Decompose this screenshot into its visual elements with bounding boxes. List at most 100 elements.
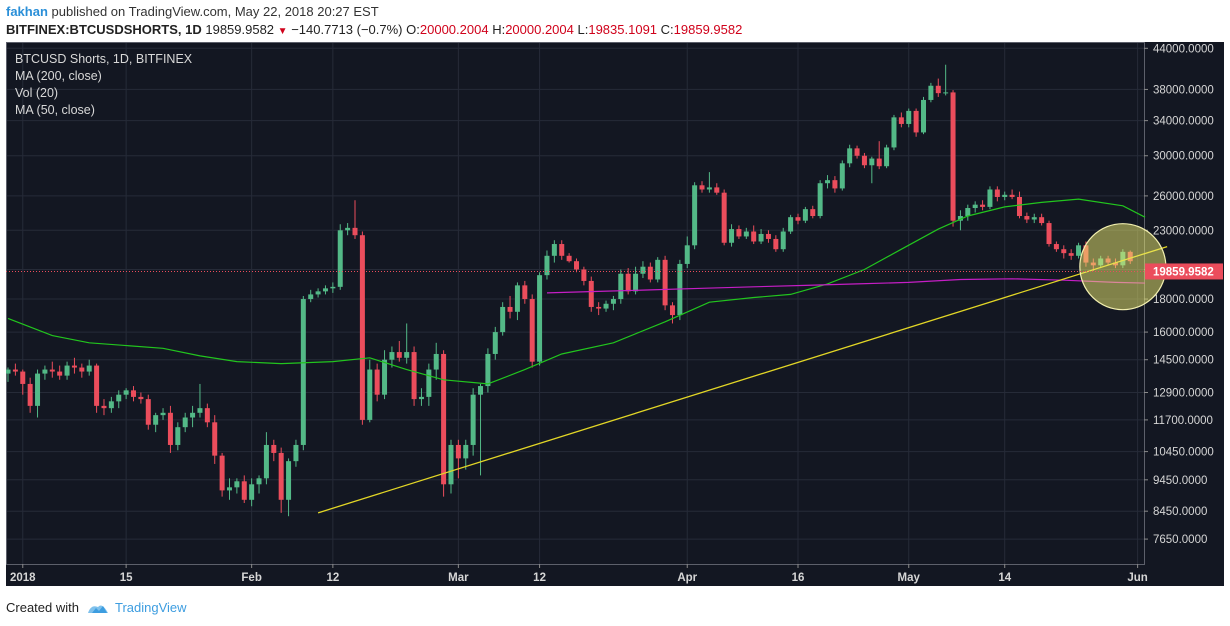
candle (116, 390, 122, 409)
candle (1061, 245, 1067, 259)
candle (861, 152, 867, 169)
candle (182, 412, 188, 433)
candle (167, 405, 173, 453)
price-chart[interactable]: 44000.0000 38000.0000 34000.0000 30000.0000… (6, 42, 1224, 586)
candle (869, 156, 875, 184)
candle-body (418, 396, 424, 400)
candle (692, 182, 698, 250)
y-axis-tick-label: 16000.0000 (1153, 327, 1214, 339)
candle-body (463, 444, 469, 459)
candle (418, 388, 424, 406)
y-axis-tick-label: 44000.0000 (1153, 43, 1214, 55)
candle-body (478, 386, 484, 395)
candle-body (1024, 216, 1030, 220)
legend-vol[interactable]: Vol (20) (15, 86, 59, 100)
candle (123, 388, 129, 400)
low-label: L: (577, 22, 589, 37)
candle-body (854, 148, 860, 156)
candle-body (913, 110, 919, 133)
candle (1076, 242, 1082, 259)
candle-body (736, 229, 742, 237)
candle-body (773, 238, 779, 250)
candle-body (49, 369, 55, 372)
candle (226, 478, 232, 500)
candle (529, 294, 535, 368)
candle (448, 439, 454, 494)
candle-body (751, 231, 757, 242)
candle (389, 346, 395, 368)
x-axis-tick-label: 16 (792, 572, 805, 584)
candle-body (817, 183, 823, 217)
candle (300, 295, 306, 451)
candle (1068, 249, 1074, 260)
y-axis-tick-label: 26000.0000 (1153, 191, 1214, 203)
candle (256, 475, 262, 494)
candle (212, 415, 218, 464)
candle-body (441, 353, 447, 485)
candle-body (94, 365, 100, 406)
candle (884, 144, 890, 169)
candle-body (965, 208, 971, 217)
quote-line: BITFINEX:BTCUSDSHORTS, 1D 19859.9582 ▼ −… (6, 22, 742, 37)
candle (647, 262, 653, 283)
candle-body (1009, 194, 1015, 197)
tradingview-brand-link[interactable]: TradingView (114, 600, 187, 615)
candle-body (839, 163, 845, 189)
candle-body (278, 452, 284, 500)
candle (751, 225, 757, 245)
y-axis-tick-label: 8450.0000 (1153, 506, 1207, 518)
candle (315, 288, 321, 298)
candle (249, 478, 255, 507)
candle-body (182, 417, 188, 428)
candle-body (315, 291, 321, 295)
ma50-line (7, 198, 1146, 385)
candle-body (6, 369, 11, 374)
candle (293, 439, 299, 467)
legend-ma50[interactable]: MA (50, close) (15, 103, 95, 117)
candle (131, 386, 137, 402)
candle-body (123, 390, 129, 395)
author-link[interactable]: fakhan (6, 4, 48, 19)
x-axis-tick-label: 12 (533, 572, 546, 584)
candle-body (212, 422, 218, 456)
x-axis-tick-label: 12 (326, 572, 339, 584)
candle (175, 422, 181, 451)
candle (478, 383, 484, 476)
candle-body (529, 299, 535, 362)
candle (57, 365, 63, 380)
candle (596, 302, 602, 316)
candle (980, 200, 986, 211)
candle-body (86, 365, 92, 372)
candle (396, 340, 402, 362)
candle (736, 225, 742, 239)
candle (455, 439, 461, 479)
candle-body (404, 352, 410, 358)
candle (847, 144, 853, 168)
candle-body (810, 209, 816, 217)
candle-body (906, 110, 912, 124)
candle (145, 394, 151, 430)
candle-body (507, 306, 513, 312)
candle (825, 175, 831, 189)
candle-body (131, 390, 137, 397)
candle-body (603, 303, 609, 309)
candle-body (640, 266, 646, 274)
candle-body (802, 209, 808, 221)
candle-body (522, 285, 528, 300)
last-price: 19859.9582 (205, 22, 275, 37)
candle-body (884, 147, 890, 167)
candle-body (448, 444, 454, 485)
candle-body (116, 394, 122, 402)
legend-ma200[interactable]: MA (200, close) (15, 69, 102, 83)
candle (522, 280, 528, 304)
chart-area[interactable]: 44000.0000 38000.0000 34000.0000 30000.0000… (6, 42, 1224, 586)
candle-body (256, 478, 262, 485)
y-axis-tick-label: 30000.0000 (1153, 151, 1214, 163)
candle (463, 439, 469, 470)
candle-body (669, 305, 675, 316)
candle (943, 64, 949, 96)
candle-body (382, 359, 388, 395)
candle-body (921, 99, 927, 133)
current-price-label-bg (1145, 263, 1223, 280)
candle (153, 412, 159, 433)
